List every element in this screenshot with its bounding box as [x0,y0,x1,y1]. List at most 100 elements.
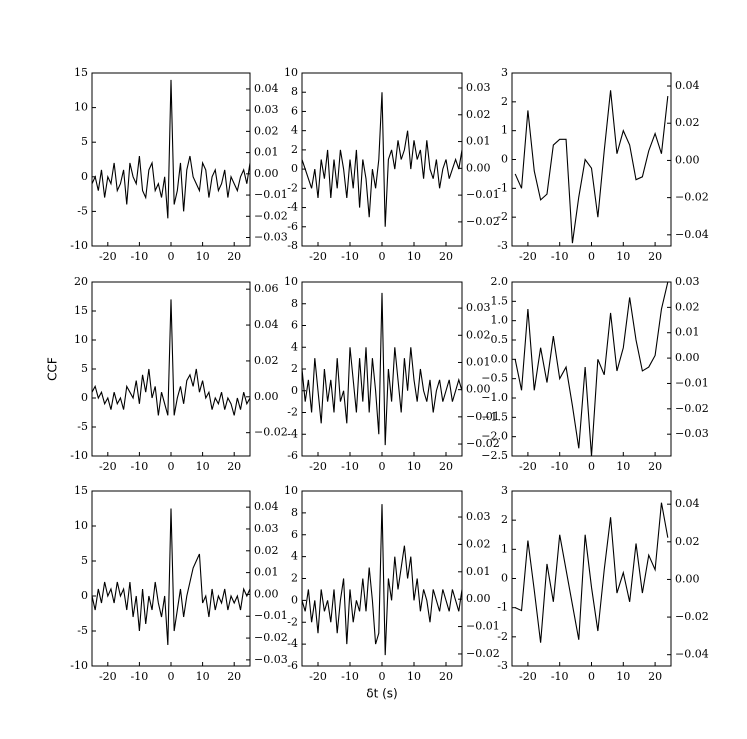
y-tick-label: 10 [74,101,88,114]
y-tick-label: 15 [74,484,88,497]
y-tick-label: 4 [291,124,298,137]
y2-tick-label: 0.01 [675,326,700,339]
y-tick-label: 0 [501,153,508,166]
x-tick-label: -20 [99,250,117,263]
y2-tick-label: 0.03 [254,103,279,116]
y-tick-label: -4 [287,427,298,440]
data-line [91,79,251,219]
y2-tick-label: −0.02 [466,437,500,450]
x-tick-label: 20 [648,670,662,683]
y-tick-label: -3 [497,659,508,672]
x-tick-label: -10 [131,460,149,473]
data-line [301,92,463,227]
data-line [91,299,251,416]
y-tick-label: 0 [501,572,508,585]
y2-tick-label: −0.01 [254,188,288,201]
y2-tick-label: −0.01 [254,609,288,622]
y-tick-label: 20 [74,275,88,288]
y-tick-label: -5 [77,420,88,433]
x-tick-label: -20 [309,670,327,683]
y2-tick-label: 0.02 [254,544,279,557]
data-line [91,508,251,646]
y-tick-label: 10 [74,519,88,532]
y-tick-label: −2.5 [481,449,508,462]
y-tick-label: 6 [291,104,298,117]
x-tick-label: 20 [648,250,662,263]
x-tick-label: -20 [309,250,327,263]
y-tick-label: -4 [287,201,298,214]
y-tick-label: 15 [74,66,88,79]
y-tick-label: 1.0 [491,314,509,327]
y2-tick-label: 0.01 [254,566,279,579]
y-tick-label: −1.0 [481,391,508,404]
y-tick-label: 2 [291,362,298,375]
y2-tick-label: 0.02 [466,328,491,341]
y2-tick-label: −0.02 [254,631,288,644]
y-tick-label: -6 [287,220,298,233]
x-tick-label: 10 [196,250,210,263]
y-tick-label: 8 [291,85,298,98]
x-tick-label: 10 [407,460,421,473]
y2-tick-label: −0.04 [675,648,709,661]
y-tick-label: -8 [287,239,298,252]
data-line [301,504,463,656]
y-tick-label: 5 [81,135,88,148]
y2-tick-label: −0.01 [466,410,500,423]
x-tick-label: 20 [227,250,241,263]
y-tick-label: 2 [291,572,298,585]
y-tick-label: 0 [291,384,298,397]
y-tick-label: −1.5 [481,410,508,423]
y2-tick-label: −0.01 [466,620,500,633]
y-tick-label: 0 [81,391,88,404]
y-tick-label: −2.0 [481,430,508,443]
y-tick-label: -2 [287,406,298,419]
x-tick-label: 20 [439,460,453,473]
y2-tick-label: 0.03 [466,510,491,523]
x-tick-label: 0 [168,670,175,683]
y-tick-label: -1 [497,601,508,614]
y-tick-label: 1 [501,542,508,555]
x-tick-label: -10 [551,250,569,263]
x-tick-label: 20 [439,670,453,683]
y-tick-label: -6 [287,659,298,672]
y2-tick-label: 0.01 [466,565,491,578]
y2-tick-label: 0.06 [254,282,279,295]
x-tick-label: 20 [227,670,241,683]
y2-tick-label: 0.02 [466,537,491,550]
y2-tick-label: 0.00 [254,167,279,180]
y2-tick-label: −0.03 [254,231,288,244]
y-tick-label: −0.5 [481,372,508,385]
y2-tick-label: −0.03 [675,427,709,440]
y2-tick-label: 0.03 [466,301,491,314]
data-line [514,502,669,643]
y-tick-label: -2 [287,615,298,628]
y2-tick-label: −0.02 [254,209,288,222]
x-tick-label: 0 [588,670,595,683]
y-tick-label: -6 [287,449,298,462]
plot-frame [511,281,672,457]
data-line [301,292,463,446]
y2-tick-label: 0.00 [466,161,491,174]
x-tick-label: 0 [379,670,386,683]
y2-tick-label: 0.00 [466,383,491,396]
x-tick-label: -20 [99,460,117,473]
y2-tick-label: 0.04 [254,500,279,513]
y-tick-label: 3 [501,66,508,79]
y-tick-label: 10 [284,484,298,497]
y-tick-label: 0.5 [491,333,509,346]
y-tick-label: -4 [287,637,298,650]
y2-tick-label: −0.02 [675,191,709,204]
y2-tick-label: 0.02 [466,108,491,121]
x-tick-label: 10 [616,460,630,473]
y2-tick-label: 0.00 [254,390,279,403]
x-tick-label: -10 [341,460,359,473]
y2-tick-label: −0.04 [675,228,709,241]
y2-tick-label: −0.01 [466,188,500,201]
y2-tick-label: −0.02 [675,402,709,415]
y2-tick-label: 0.01 [466,135,491,148]
y-tick-label: 2 [501,513,508,526]
y-tick-label: 2 [291,143,298,156]
y-tick-label: 0 [291,593,298,606]
y-tick-label: 4 [291,550,298,563]
